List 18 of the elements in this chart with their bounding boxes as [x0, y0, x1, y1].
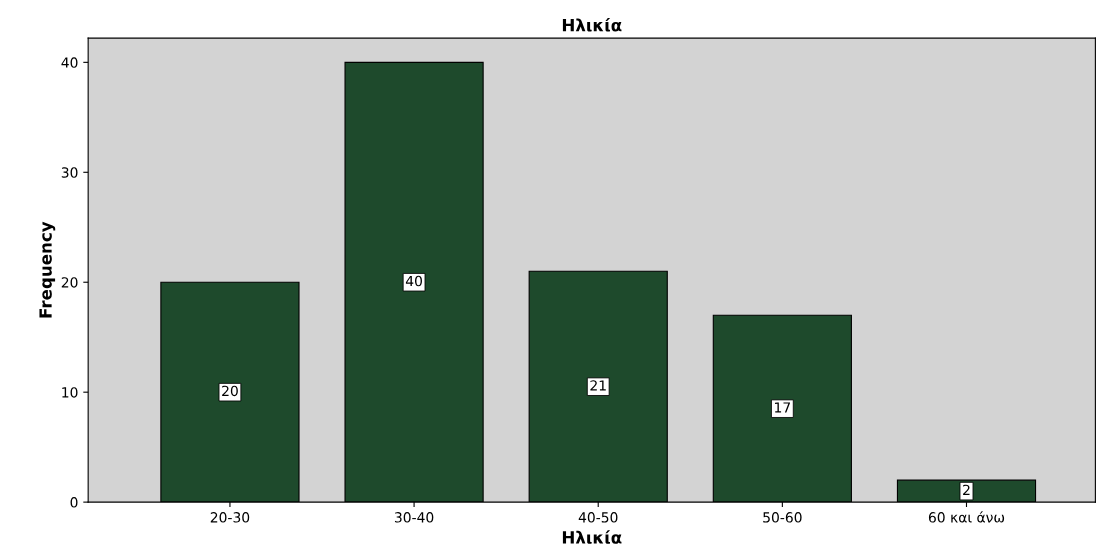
x-tick-label: 40-50 — [578, 512, 618, 523]
y-tick-label: 20 — [61, 277, 78, 288]
y-tick-label: 0 — [70, 497, 78, 508]
x-tick-label: 50-60 — [763, 512, 802, 523]
y-tick-label: 40 — [61, 57, 78, 68]
x-tick-label: 20-30 — [210, 512, 250, 523]
chart-title: Ηλικία — [562, 17, 622, 32]
y-tick-label: 30 — [61, 167, 78, 178]
x-axis-title: Ηλικία — [562, 530, 622, 544]
y-axis-title: Frequency — [39, 221, 56, 318]
data-label: 17 — [775, 402, 791, 413]
x-tick-label: 60 και άνω — [928, 511, 1005, 523]
data-label: 2 — [963, 484, 970, 495]
x-tick-label: 30-40 — [394, 512, 434, 523]
data-label: 21 — [590, 380, 606, 391]
data-label: 20 — [222, 385, 238, 397]
y-tick-label: 10 — [62, 387, 78, 398]
data-label: 40 — [405, 275, 422, 287]
